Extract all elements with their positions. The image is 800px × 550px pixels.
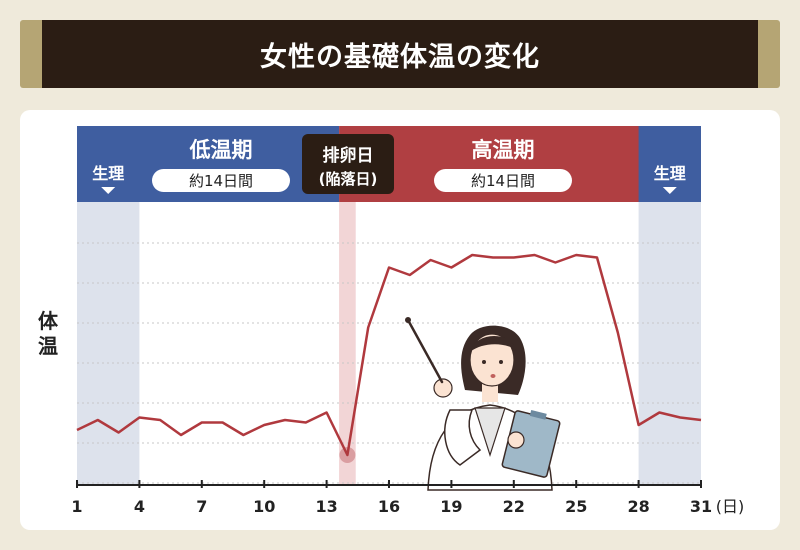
menstruation-label-end: 生理: [654, 164, 686, 183]
x-tick-label-22: 22: [503, 497, 525, 516]
low-duration-text: 約14日間: [189, 172, 253, 190]
x-tick-label-13: 13: [315, 497, 337, 516]
menstruation-label-start: 生理: [92, 164, 124, 183]
x-axis-unit-label: (日): [716, 497, 745, 516]
face: [469, 333, 515, 387]
down-arrow-icon: [662, 187, 677, 194]
title-box: 女性の基礎体温の変化: [42, 20, 758, 88]
pointer-tip: [405, 317, 411, 323]
x-tick-label-16: 16: [378, 497, 400, 516]
x-tick-label-10: 10: [253, 497, 275, 516]
menstruation-shade-end: [638, 202, 701, 485]
mouth: [490, 374, 496, 378]
ovulation-shade: [339, 202, 356, 485]
title-frame: 女性の基礎体温の変化: [20, 20, 780, 88]
raised-arm: [444, 409, 482, 466]
pointer-stick: [406, 318, 444, 384]
shirt-collar: [474, 407, 506, 457]
x-tick-label-25: 25: [565, 497, 587, 516]
x-tick-label-1: 1: [71, 497, 82, 516]
eye-right: [499, 360, 503, 364]
low-duration-pill: [152, 169, 290, 192]
clipboard-clip: [529, 410, 547, 420]
eye-left: [482, 360, 486, 364]
x-tick-label-7: 7: [196, 497, 207, 516]
raised-hand: [433, 378, 453, 398]
bangs: [470, 335, 516, 352]
page-title: 女性の基礎体温の変化: [260, 41, 540, 73]
x-tick-label-31: 31: [690, 497, 712, 516]
high-duration-pill: [434, 169, 572, 192]
x-tick-label-28: 28: [627, 497, 649, 516]
y-axis-label: 体温: [38, 309, 59, 358]
menstruation-shade-start: [77, 202, 140, 485]
temperature-line: [76, 253, 702, 457]
high-duration-text: 約14日間: [471, 172, 535, 190]
chart-panel: 1 4 7 10 13 16 19 22 25 28 31 (日) 生理 生理 低温期約14日間 高温期約1…: [20, 110, 780, 530]
low-phase-label: 低温期: [189, 138, 253, 162]
high-phase-label: 高温期: [472, 138, 535, 162]
holding-hand: [507, 431, 525, 449]
x-tick-label-19: 19: [440, 497, 462, 516]
ovulation-label: 排卵日: [323, 145, 374, 166]
ovulation-marker: [339, 447, 356, 463]
down-arrow-icon: [101, 187, 116, 194]
x-tick-label-4: 4: [134, 497, 145, 516]
ovulation-box: [302, 134, 394, 194]
ovulation-sub-label: (陥落日): [319, 170, 378, 188]
